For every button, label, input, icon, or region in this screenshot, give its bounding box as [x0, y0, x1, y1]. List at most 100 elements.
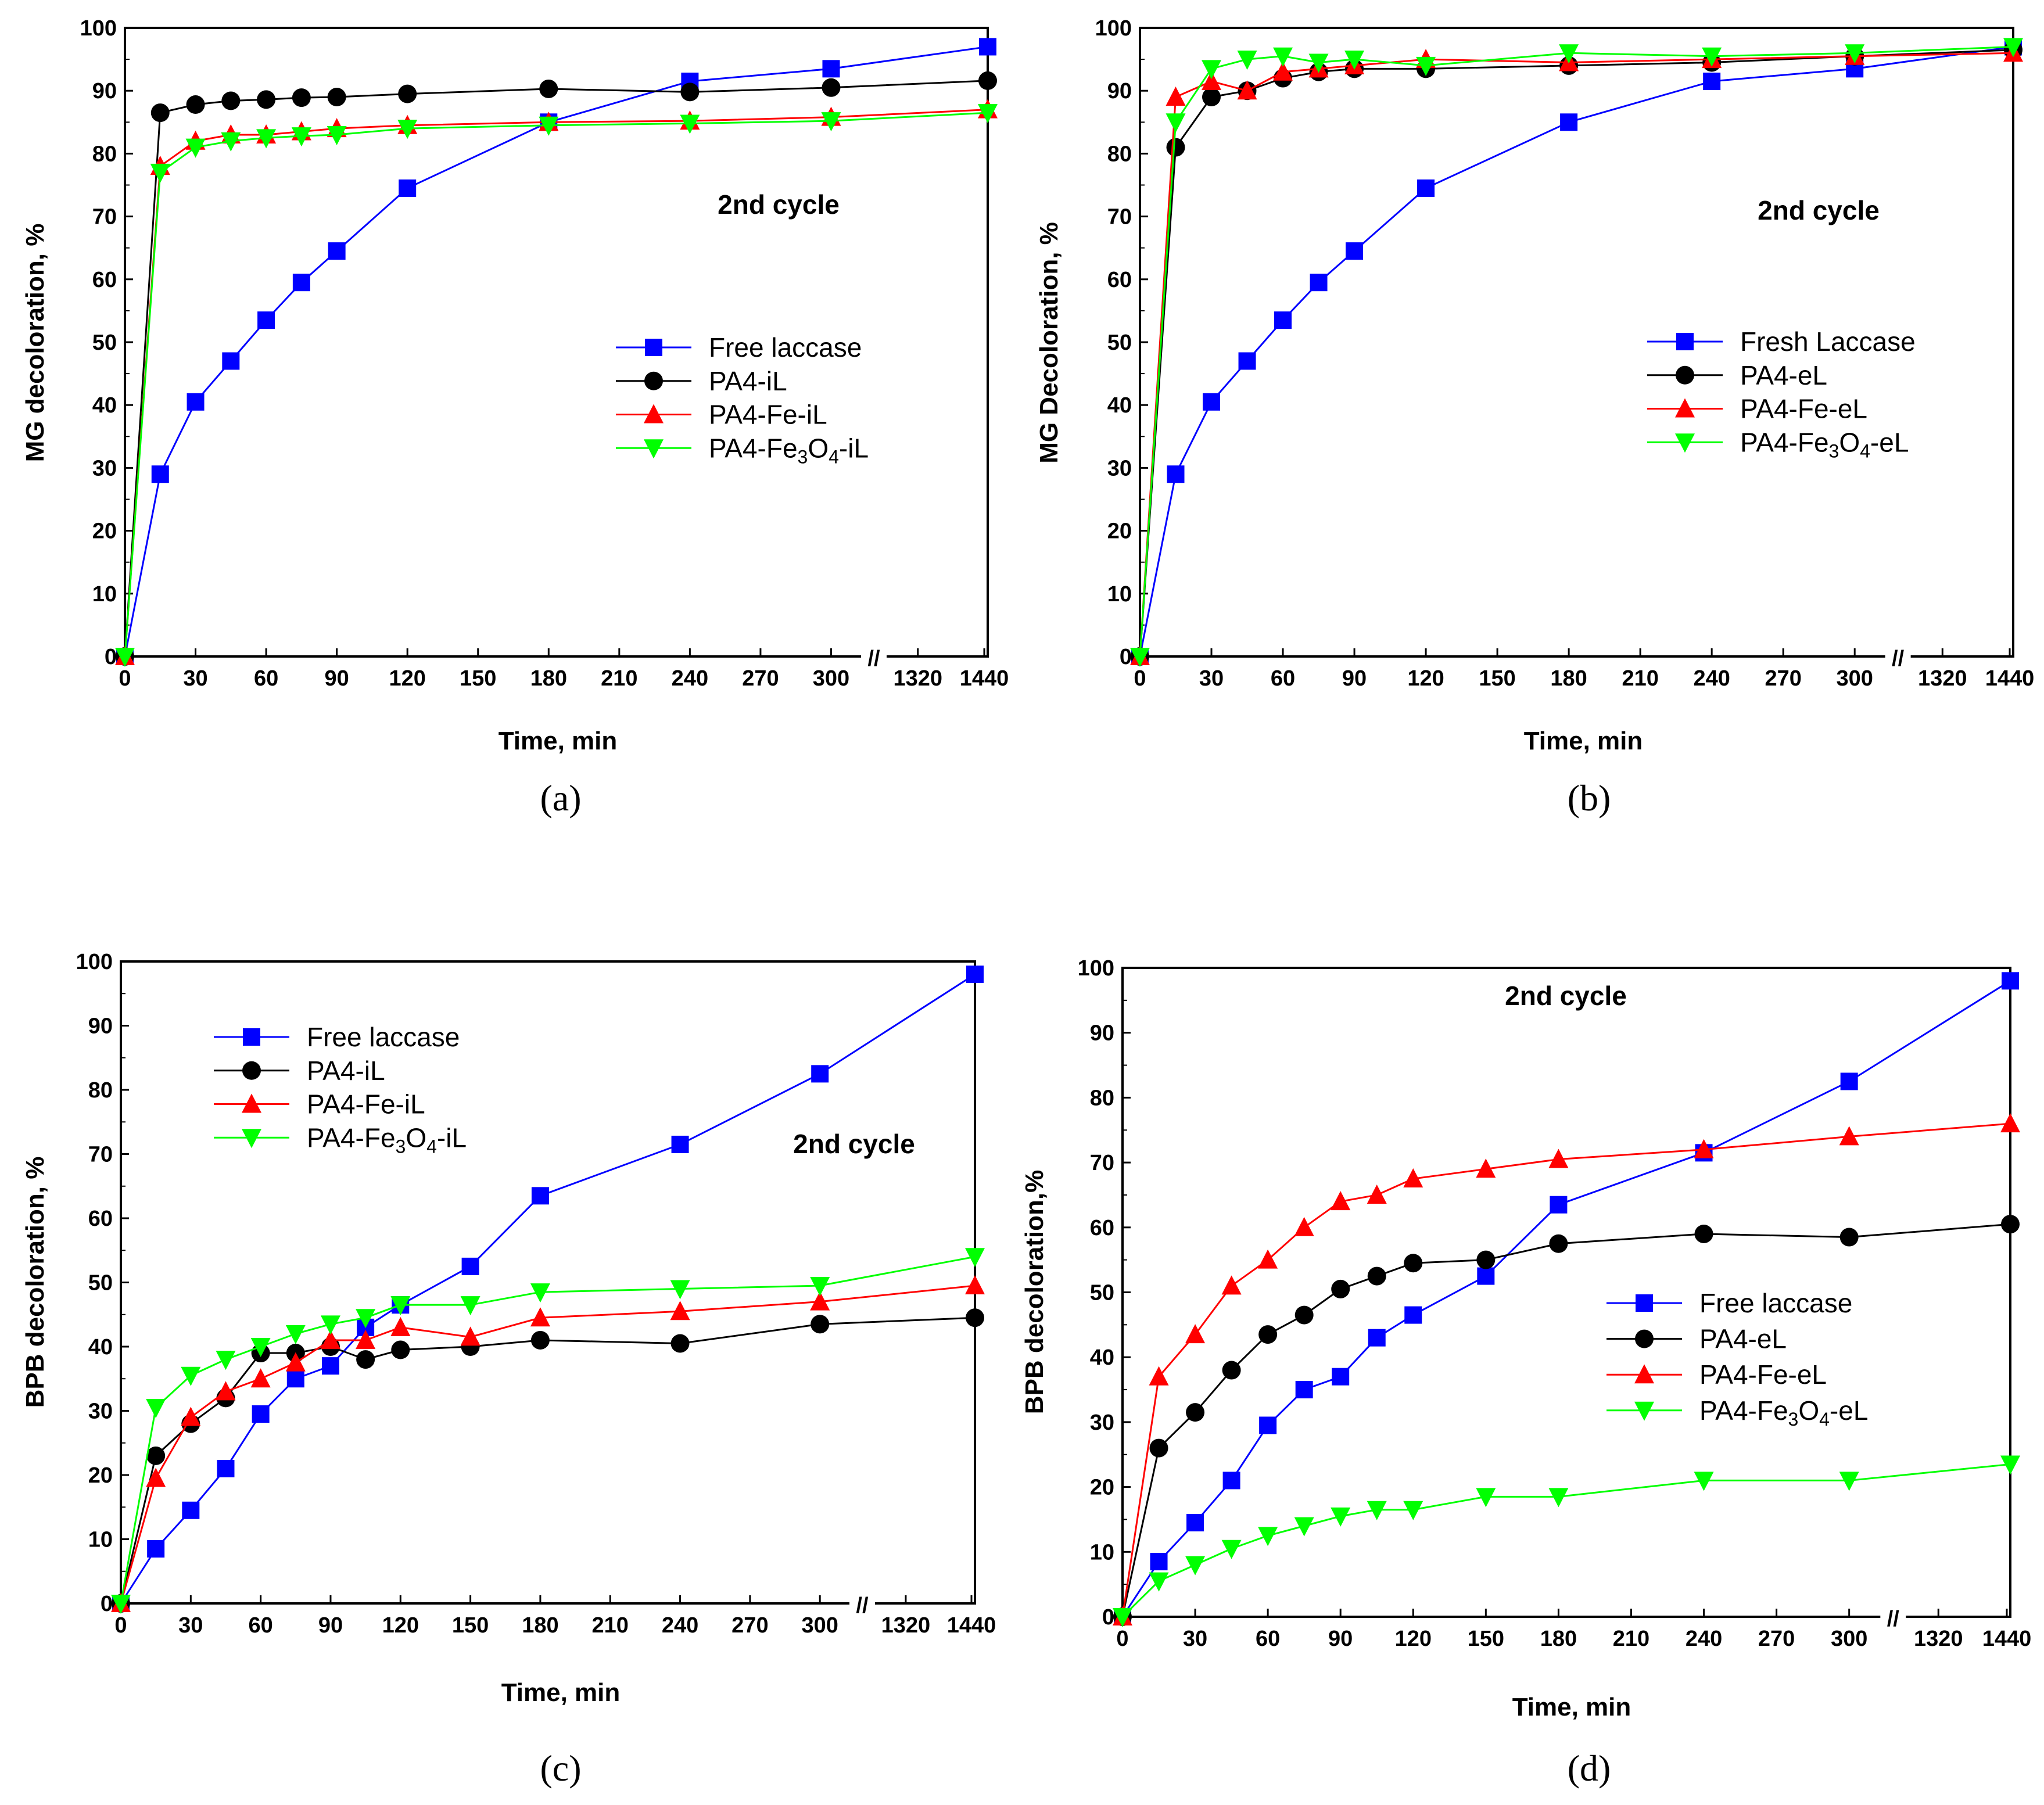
y-tick-label: 90 [1107, 79, 1132, 103]
x-tick-label: 180 [1550, 666, 1587, 691]
x-tick-label: 240 [1693, 666, 1730, 691]
data-point [250, 1338, 271, 1357]
y-tick-label: 10 [1090, 1540, 1114, 1564]
data-point [390, 1296, 411, 1316]
series-line [1121, 1122, 2011, 1617]
y-tick-label: 80 [1107, 142, 1132, 166]
data-point [285, 1352, 306, 1372]
y-tick-label: 60 [1107, 268, 1132, 292]
x-tick-label: 120 [382, 1613, 419, 1638]
x-axis-label: Time, min [499, 727, 618, 755]
x-tick-label: 300 [1837, 666, 1873, 691]
data-point [1237, 51, 1257, 70]
series-pa4-fe3o4-il [115, 104, 998, 667]
legend-marker [645, 339, 662, 356]
y-tick-label: 70 [1107, 205, 1132, 229]
legend-label-part: PA4-Fe [1699, 1395, 1788, 1426]
data-point [531, 1187, 549, 1205]
data-point [151, 465, 169, 483]
y-tick-label: 50 [92, 331, 117, 355]
data-point [286, 1370, 304, 1388]
axis-break-mask [849, 1591, 875, 1616]
x-tick-label: 180 [522, 1613, 558, 1638]
data-point [461, 1257, 479, 1275]
data-point [460, 1296, 480, 1316]
x-tick-label: 270 [1765, 666, 1801, 691]
x-tick-label: 270 [1758, 1627, 1795, 1651]
legend-marker [1636, 1294, 1653, 1312]
data-point [327, 88, 346, 107]
y-tick-label: 20 [92, 519, 117, 544]
axis-break-mask [1880, 1604, 1906, 1630]
chart-panel-d: 0 10 20 30 40 50 60 70 80 90 100 0 30 60 90 120 150 180 21… [1020, 956, 2031, 1789]
data-point [1186, 1403, 1205, 1422]
legend-marker [1635, 1329, 1654, 1348]
data-point [1202, 88, 1221, 107]
data-point [1274, 311, 1292, 329]
data-point [822, 60, 840, 78]
x-tick-label: 1320 [1914, 1627, 1963, 1651]
y-tick-label: 30 [88, 1399, 113, 1424]
legend-label-part: O [808, 433, 829, 463]
data-point [1258, 1249, 1278, 1269]
data-point [1403, 1168, 1423, 1188]
data-point [1344, 51, 1365, 70]
x-tick-label: 60 [248, 1613, 272, 1638]
data-point [1222, 1472, 1240, 1490]
series-line [124, 45, 988, 657]
legend-marker [644, 404, 664, 424]
data-point [252, 1405, 270, 1423]
x-tick-label: 210 [1622, 666, 1658, 691]
data-point [150, 103, 170, 123]
y-axis-label: MG decoloration, % [21, 224, 49, 462]
legend-label-part: PA4-Fe [307, 1122, 396, 1153]
x-axis-label: Time, min [1524, 727, 1643, 755]
x-tick-label: 0 [1134, 666, 1146, 691]
data-point [320, 1329, 340, 1349]
legend-label-part: PA4-Fe [1740, 427, 1829, 457]
x-tick-label: 150 [452, 1613, 489, 1638]
legend-label-part: 3 [798, 446, 808, 467]
data-point [356, 1350, 375, 1369]
data-point [1186, 1514, 1204, 1532]
x-tick-label: 180 [530, 666, 567, 691]
legend-marker [1676, 365, 1694, 385]
data-point [147, 1540, 165, 1558]
data-point [1185, 1324, 1206, 1344]
legend-label-part: PA4-Fe [709, 433, 798, 463]
legend-label: PA4-Fe-eL [1740, 394, 1867, 424]
y-tick-label: 80 [88, 1078, 113, 1103]
y-tick-label: 40 [1090, 1345, 1114, 1370]
data-point [1839, 1228, 1859, 1247]
data-point [397, 120, 418, 139]
x-tick-label: 0 [114, 1613, 127, 1638]
data-point [680, 82, 700, 102]
x-tick-label: 1320 [1918, 666, 1967, 691]
data-point [356, 1329, 376, 1349]
data-point [811, 1065, 829, 1083]
data-point [2000, 1455, 2020, 1475]
data-point [1221, 1275, 1242, 1295]
data-point [670, 1334, 690, 1353]
legend-label-part: 3 [1788, 1409, 1799, 1430]
data-point [187, 393, 205, 411]
data-point [1258, 1325, 1278, 1344]
legend-label: PA4-Fe-iL [307, 1089, 425, 1119]
x-tick-label: 60 [254, 666, 278, 691]
axis-break-mark: // [867, 647, 880, 671]
data-point [1477, 1267, 1495, 1285]
data-point [1149, 1438, 1168, 1458]
series-pa4-il [116, 71, 997, 666]
data-point [1476, 1158, 1496, 1178]
x-tick-label: 1320 [893, 666, 942, 691]
data-point [257, 90, 276, 109]
data-point [1308, 53, 1329, 73]
data-point [292, 88, 311, 107]
data-point [222, 352, 240, 370]
data-point [1203, 393, 1221, 411]
data-point [822, 78, 841, 97]
data-point [181, 1366, 201, 1386]
